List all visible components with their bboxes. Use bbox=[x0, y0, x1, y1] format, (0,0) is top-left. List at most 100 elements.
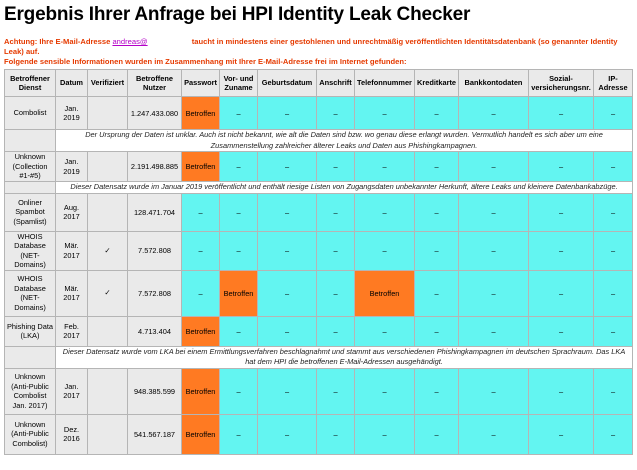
description-row: Der Ursprung der Daten ist unklar. Auch … bbox=[4, 129, 633, 152]
col-header-telefon: Telefonnummer bbox=[354, 69, 415, 97]
users-cell: 541.567.187 bbox=[127, 413, 182, 455]
affected-cell: Betroffen bbox=[181, 96, 220, 130]
users-cell: 128.471.704 bbox=[127, 192, 182, 232]
affected-cell: Betroffen bbox=[181, 367, 220, 415]
users-cell: 7.572.808 bbox=[127, 269, 182, 317]
verified-cell bbox=[87, 96, 128, 130]
not-affected-cell: – bbox=[257, 230, 317, 271]
service-cell: WHOIS Database (NET-Domains) bbox=[4, 269, 56, 317]
not-affected-cell: – bbox=[354, 192, 415, 232]
not-affected-cell: – bbox=[528, 315, 594, 347]
col-header-verifiziert: Verifiziert bbox=[87, 69, 128, 97]
col-header-ip: IP-Adresse bbox=[593, 69, 633, 97]
not-affected-cell: – bbox=[593, 230, 633, 271]
not-affected-cell: – bbox=[458, 367, 529, 415]
not-affected-cell: – bbox=[219, 367, 258, 415]
verified-cell bbox=[87, 151, 128, 182]
not-affected-cell: – bbox=[354, 367, 415, 415]
description-row: Dieser Datensatz wurde vom LKA bei einem… bbox=[4, 345, 633, 369]
not-affected-cell: – bbox=[593, 192, 633, 232]
table-row: Unknown (Collection #1-#5) Jan. 2019 2.191… bbox=[4, 151, 633, 182]
col-header-passwort: Passwort bbox=[181, 69, 220, 97]
not-affected-cell: – bbox=[458, 315, 529, 347]
table-row: WHOIS Database (NET-Domains) Mär. 2017 ✓ 7.… bbox=[4, 269, 633, 317]
not-affected-cell: – bbox=[354, 96, 415, 130]
col-header-kreditkarte: Kreditkarte bbox=[414, 69, 459, 97]
not-affected-cell: – bbox=[354, 230, 415, 271]
users-cell: 1.247.433.080 bbox=[127, 96, 182, 130]
not-affected-cell: – bbox=[414, 413, 459, 455]
table-row: Onliner Spambot (Spamlist) Aug. 2017 128.4… bbox=[4, 192, 633, 232]
not-affected-cell: – bbox=[316, 96, 355, 130]
not-affected-cell: – bbox=[458, 413, 529, 455]
affected-cell: Betroffen bbox=[354, 269, 415, 317]
not-affected-cell: – bbox=[316, 230, 355, 271]
not-affected-cell: – bbox=[219, 315, 258, 347]
not-affected-cell: – bbox=[257, 269, 317, 317]
not-affected-cell: – bbox=[414, 192, 459, 232]
col-header-sozialversicherung: Sozial-versicherungsnr. bbox=[528, 69, 594, 97]
not-affected-cell: – bbox=[528, 413, 594, 455]
not-affected-cell: – bbox=[528, 269, 594, 317]
not-affected-cell: – bbox=[593, 269, 633, 317]
col-header-bankkonto: Bankkontodaten bbox=[458, 69, 529, 97]
alert-suffix: taucht in mindestens einer gestohlenen u… bbox=[4, 37, 618, 56]
alert-line2: Folgende sensible Informationen wurden i… bbox=[4, 57, 407, 66]
table-row: Phishing Data (LKA) Feb. 2017 4.713.404 Bet… bbox=[4, 315, 633, 347]
not-affected-cell: – bbox=[316, 413, 355, 455]
col-header-geburtsdatum: Geburtsdatum bbox=[257, 69, 317, 97]
leak-results-table: Betroffener Dienst Datum Verifiziert Bet… bbox=[4, 69, 633, 455]
not-affected-cell: – bbox=[458, 192, 529, 232]
not-affected-cell: – bbox=[257, 367, 317, 415]
description-spacer bbox=[4, 181, 56, 194]
not-affected-cell: – bbox=[257, 151, 317, 182]
not-affected-cell: – bbox=[219, 151, 258, 182]
service-cell: Unknown (Anti-Public Combolist) bbox=[4, 413, 56, 455]
not-affected-cell: – bbox=[316, 269, 355, 317]
not-affected-cell: – bbox=[257, 96, 317, 130]
verified-cell: ✓ bbox=[87, 269, 128, 317]
leak-description: Der Ursprung der Daten ist unklar. Auch … bbox=[55, 129, 633, 152]
not-affected-cell: – bbox=[414, 96, 459, 130]
not-affected-cell: – bbox=[257, 315, 317, 347]
not-affected-cell: – bbox=[354, 315, 415, 347]
users-cell: 2.191.498.885 bbox=[127, 151, 182, 182]
not-affected-cell: – bbox=[219, 96, 258, 130]
service-cell: WHOIS Database (NET-Domains) bbox=[4, 230, 56, 271]
not-affected-cell: – bbox=[219, 413, 258, 455]
alert-prefix: Achtung: Ihre E-Mail-Adresse bbox=[4, 37, 111, 46]
col-header-datum: Datum bbox=[55, 69, 88, 97]
not-affected-cell: – bbox=[593, 367, 633, 415]
service-cell: Combolist bbox=[4, 96, 56, 130]
service-cell: Unknown (Collection #1-#5) bbox=[4, 151, 56, 182]
users-cell: 7.572.808 bbox=[127, 230, 182, 271]
not-affected-cell: – bbox=[528, 96, 594, 130]
verified-cell bbox=[87, 192, 128, 232]
not-affected-cell: – bbox=[219, 192, 258, 232]
date-cell: Dez. 2016 bbox=[55, 413, 88, 455]
not-affected-cell: – bbox=[316, 192, 355, 232]
table-row: Unknown (Anti-Public Combolist) Dez. 2016… bbox=[4, 413, 633, 455]
date-cell: Mär. 2017 bbox=[55, 269, 88, 317]
leak-description: Dieser Datensatz wurde vom LKA bei einem… bbox=[55, 345, 633, 369]
not-affected-cell: – bbox=[316, 367, 355, 415]
verified-cell bbox=[87, 413, 128, 455]
not-affected-cell: – bbox=[257, 192, 317, 232]
date-cell: Aug. 2017 bbox=[55, 192, 88, 232]
not-affected-cell: – bbox=[181, 192, 220, 232]
verified-cell bbox=[87, 315, 128, 347]
not-affected-cell: – bbox=[458, 230, 529, 271]
verified-cell bbox=[87, 367, 128, 415]
affected-cell: Betroffen bbox=[181, 151, 220, 182]
not-affected-cell: – bbox=[528, 230, 594, 271]
not-affected-cell: – bbox=[593, 96, 633, 130]
not-affected-cell: – bbox=[593, 151, 633, 182]
col-header-name: Vor- und Zuname bbox=[219, 69, 258, 97]
description-spacer bbox=[4, 129, 56, 152]
page-title: Ergebnis Ihrer Anfrage bei HPI Identity … bbox=[4, 4, 471, 25]
leak-description: Dieser Datensatz wurde im Januar 2019 ve… bbox=[55, 181, 633, 194]
header-row: Betroffener Dienst Datum Verifiziert Bet… bbox=[4, 69, 633, 97]
not-affected-cell: – bbox=[458, 96, 529, 130]
email-link[interactable]: andreas@ bbox=[112, 37, 148, 46]
date-cell: Jan. 2019 bbox=[55, 151, 88, 182]
